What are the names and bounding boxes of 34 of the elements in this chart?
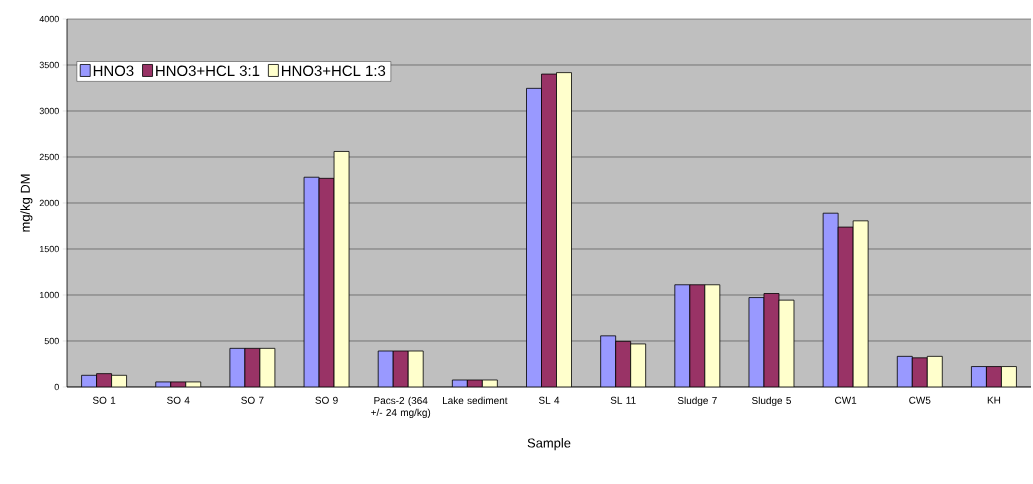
y-tick-label: 3000 <box>39 107 59 115</box>
legend-label: HNO3 <box>93 65 134 77</box>
y-axis-title: mg/kg DM <box>20 174 33 232</box>
y-tick-label: 1000 <box>39 291 59 299</box>
x-tick-label: SL 4 <box>538 396 560 404</box>
bar <box>541 74 557 387</box>
legend-label: HNO3+HCL 1:3 <box>281 65 386 77</box>
legend-label: HNO3+HCL 3:1 <box>156 65 260 77</box>
x-tick-label: SO 7 <box>241 396 264 404</box>
x-tick-label: CW1 <box>835 396 857 404</box>
x-tick-label: Lake sediment <box>443 396 508 405</box>
y-tick-label: 1500 <box>39 245 59 253</box>
x-tick-label: Pacs-2 (364 +/- 24 mg/kg) <box>371 396 431 418</box>
bar <box>526 88 542 387</box>
y-tick-label: 4000 <box>39 15 59 23</box>
x-tick-label: SO 9 <box>315 396 338 404</box>
y-tick-label: 3500 <box>39 61 59 69</box>
x-tick-label: SO 4 <box>167 396 190 404</box>
x-axis-title: Sample <box>527 438 571 451</box>
x-tick-label: Sludge 7 <box>677 396 717 407</box>
x-tick-label: KH <box>987 396 1001 404</box>
bar <box>674 284 690 387</box>
y-tick-label: 0 <box>54 383 59 391</box>
x-tick-label: Sludge 5 <box>751 396 791 407</box>
x-tick-label: SL 11 <box>610 396 636 404</box>
y-tick-label: 2000 <box>39 199 59 207</box>
x-tick-label: CW5 <box>909 396 931 404</box>
bar <box>600 335 616 387</box>
y-tick-label: 500 <box>44 337 59 345</box>
bar <box>615 341 631 387</box>
bar <box>689 284 705 387</box>
bar <box>912 357 928 387</box>
x-tick-label: SO 1 <box>92 396 116 404</box>
y-tick-label: 2500 <box>39 153 59 161</box>
